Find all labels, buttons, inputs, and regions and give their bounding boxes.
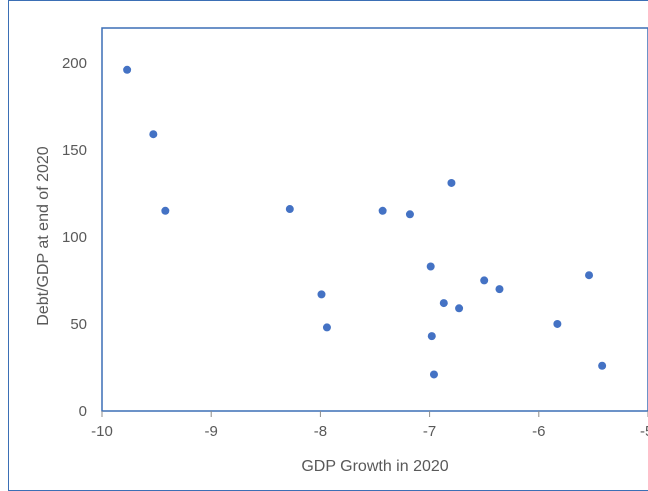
x-tick-label: -7 [423,423,436,440]
chart-area [8,0,648,491]
data-point [495,285,504,294]
x-tick-label: -10 [91,423,113,440]
data-point [447,178,456,187]
data-point [405,210,414,219]
data-point [317,290,326,299]
x-axis-title: GDP Growth in 2020 [301,458,448,475]
y-axis: 0 50 100 150 200 [62,55,87,420]
data-point [455,304,464,313]
y-axis-title: Debt/GDP at end of 2020 [35,146,52,325]
plot-area [101,27,648,412]
data-point [378,206,387,215]
data-point [427,332,436,341]
x-tick-label: -5 [640,423,648,440]
y-tick-label: 0 [79,403,87,420]
data-point [598,361,607,370]
data-point [285,205,294,214]
data-point [161,206,170,215]
data-point [322,323,331,332]
data-point [429,370,438,379]
data-point [149,130,158,139]
data-point [480,276,489,285]
x-axis: -10 -9 -8 -7 -6 -5 [91,411,648,440]
y-tick-label: 100 [62,229,87,246]
data-point [123,65,132,74]
y-tick-label: 50 [70,316,87,333]
x-tick-label: -6 [532,423,545,440]
y-tick-label: 200 [62,55,87,72]
data-point [585,271,594,280]
data-point [439,299,448,308]
data-point [426,262,435,271]
data-points [123,65,607,379]
x-tick-label: -9 [205,423,218,440]
x-tick-label: -8 [314,423,327,440]
y-tick-label: 150 [62,142,87,159]
data-point [553,319,562,328]
